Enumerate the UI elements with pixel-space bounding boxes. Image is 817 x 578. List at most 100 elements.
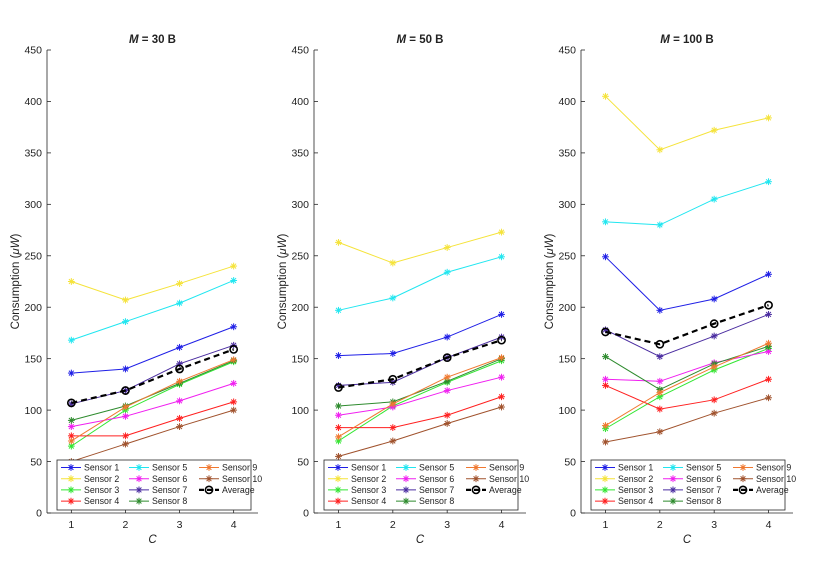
series-line xyxy=(338,360,502,442)
legend-label: Sensor 7 xyxy=(686,485,721,495)
legend-marker xyxy=(472,464,480,471)
legend-marker xyxy=(739,475,747,483)
title-variable: M xyxy=(129,34,139,46)
data-point xyxy=(335,411,342,419)
y-tick-label: 350 xyxy=(291,148,309,160)
y-tick-label: 300 xyxy=(291,199,309,211)
legend-entry: Sensor 4 xyxy=(328,496,386,506)
data-point xyxy=(443,373,451,381)
series-line xyxy=(71,280,234,341)
legend-entry: Sensor 6 xyxy=(663,474,721,484)
data-point xyxy=(765,270,772,278)
data-point xyxy=(656,353,664,361)
data-point xyxy=(121,386,130,395)
data-point xyxy=(122,440,129,448)
legend-marker xyxy=(738,485,748,495)
series-line xyxy=(338,336,502,386)
legend-entry: Sensor 7 xyxy=(129,485,187,495)
series-line xyxy=(71,382,234,428)
legend-label: Sensor 8 xyxy=(686,496,721,506)
legend-label: Sensor 9 xyxy=(756,463,791,473)
data-point xyxy=(335,453,342,460)
legend-label: Sensor 8 xyxy=(152,496,187,506)
legend-label: Sensor 5 xyxy=(152,463,187,473)
data-point xyxy=(498,393,505,401)
legend-label: Sensor 6 xyxy=(152,474,187,484)
series-line xyxy=(71,409,234,463)
legend-marker xyxy=(471,485,481,495)
y-tick-label: 50 xyxy=(564,456,576,468)
data-point xyxy=(443,411,451,419)
chart-panel-3: 0 50 100 150 200 250 300 350 400 450 1 2 3 4 M = 100 B… xyxy=(544,34,796,546)
legend-label: Sensor 6 xyxy=(419,474,454,484)
series-line xyxy=(338,358,502,407)
legend-label: Average xyxy=(756,485,789,495)
series-line xyxy=(71,265,234,301)
legend-entry: Sensor 9 xyxy=(199,463,257,473)
legend-label: Sensor 7 xyxy=(419,485,454,495)
data-point xyxy=(602,422,609,429)
data-point xyxy=(67,437,75,445)
legend-label: Sensor 1 xyxy=(618,463,653,473)
data-point xyxy=(710,409,718,417)
y-tick-label: 0 xyxy=(570,508,576,520)
legend-marker xyxy=(739,464,747,471)
legend-entry: Sensor 10 xyxy=(199,474,262,484)
legend-label: Sensor 1 xyxy=(351,463,386,473)
legend-label: Sensor 10 xyxy=(222,474,262,484)
data-point xyxy=(122,412,129,420)
x-axis-label: C xyxy=(683,534,692,546)
legend-entry: Sensor 5 xyxy=(663,463,721,473)
legend-entry: Sensor 3 xyxy=(595,485,653,495)
series-sensor-6 xyxy=(67,379,238,430)
data-point xyxy=(656,428,664,436)
data-point xyxy=(601,327,610,337)
data-point xyxy=(230,262,238,270)
legend-entry: Sensor 6 xyxy=(129,474,187,484)
series-sensor-2 xyxy=(335,228,505,267)
legend-box xyxy=(323,459,519,511)
data-point xyxy=(498,403,505,411)
y-tick-label: 100 xyxy=(24,405,42,417)
legend-entry: Sensor 2 xyxy=(61,474,119,484)
data-point xyxy=(389,424,397,432)
legend-marker xyxy=(204,485,214,495)
data-point xyxy=(497,335,506,345)
legend-marker xyxy=(205,464,213,471)
legend-entry: Sensor 8 xyxy=(663,496,721,506)
data-point xyxy=(176,423,183,430)
series-average xyxy=(334,335,506,392)
y-axis-label: Consumption (μW) xyxy=(277,233,289,329)
series-sensor-1 xyxy=(602,253,772,314)
legend-label: Sensor 2 xyxy=(618,474,653,484)
data-point xyxy=(602,253,609,261)
legend-entry: Sensor 6 xyxy=(396,474,454,484)
x-tick-label: 3 xyxy=(177,519,183,531)
legend-marker xyxy=(334,486,342,494)
legend-marker xyxy=(402,486,410,494)
data-point xyxy=(602,218,609,226)
data-point xyxy=(122,318,129,326)
legend-entry: Sensor 7 xyxy=(396,485,454,495)
data-point xyxy=(710,295,718,303)
series-line xyxy=(605,350,769,382)
y-tick-label: 450 xyxy=(291,45,309,57)
legend-marker xyxy=(67,464,75,471)
legend-label: Sensor 9 xyxy=(489,463,524,473)
legend-entry: Sensor 7 xyxy=(663,485,721,495)
legend-entry: Sensor 2 xyxy=(328,474,386,484)
x-tick-label: 1 xyxy=(68,519,74,531)
legend-marker xyxy=(402,475,410,483)
legend-label: Sensor 2 xyxy=(84,474,119,484)
y-tick-label: 350 xyxy=(24,148,42,160)
data-point xyxy=(122,403,129,411)
legend-label: Average xyxy=(489,485,522,495)
data-point xyxy=(335,402,342,410)
legend-marker xyxy=(601,486,609,494)
y-axis-label: Consumption (μW) xyxy=(544,233,556,329)
legend-marker xyxy=(669,497,677,505)
series-sensor-4 xyxy=(67,398,238,440)
data-point xyxy=(765,311,772,318)
series-sensor-6 xyxy=(335,373,505,419)
legend-marker xyxy=(402,497,410,505)
